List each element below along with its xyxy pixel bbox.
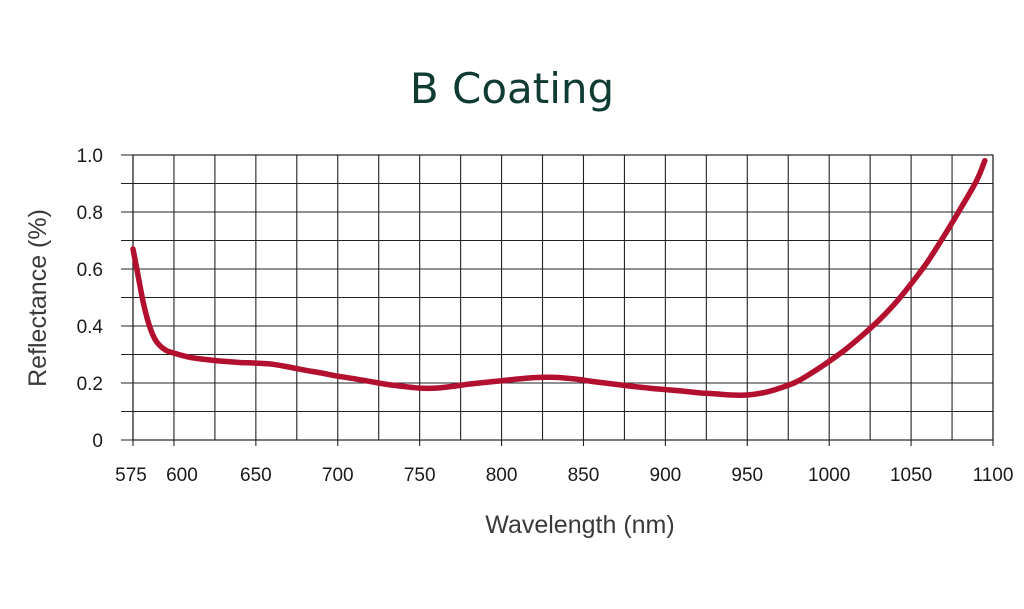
x-tick-label: 600 — [166, 465, 198, 486]
x-tick-label: 1100 — [973, 465, 1014, 486]
x-tick-label: 750 — [404, 465, 436, 486]
x-tick-label: 800 — [486, 465, 518, 486]
x-tick-label: 850 — [568, 465, 600, 486]
plot-frame — [132, 154, 994, 441]
x-tick-label: 950 — [731, 465, 763, 486]
y-tick-label: 1.0 — [77, 146, 103, 167]
x-tick-label: 700 — [322, 465, 354, 486]
chart-title: B Coating — [410, 64, 614, 113]
y-tick-label: 0.2 — [77, 374, 103, 395]
x-tick-label: 1050 — [890, 465, 932, 486]
grid-layer — [121, 154, 994, 446]
y-tick-label: 0 — [92, 431, 103, 452]
y-tick-label: 0.4 — [77, 317, 104, 338]
y-axis-label: Reflectance (%) — [24, 209, 52, 387]
y-tick-label: 0.6 — [77, 260, 103, 281]
x-tick-label: 650 — [240, 465, 272, 486]
x-tick-label: 575 — [115, 465, 147, 486]
x-tick-label: 1000 — [808, 465, 850, 486]
tick-labels: 575 600 650 700 750 800 850 900 950 1000 1050 1100 0… — [77, 146, 1014, 486]
x-tick-label: 900 — [650, 465, 682, 486]
y-tick-label: 0.8 — [77, 203, 103, 224]
reflectance-curve — [130, 157, 988, 398]
x-axis-label: Wavelength (nm) — [485, 511, 674, 539]
